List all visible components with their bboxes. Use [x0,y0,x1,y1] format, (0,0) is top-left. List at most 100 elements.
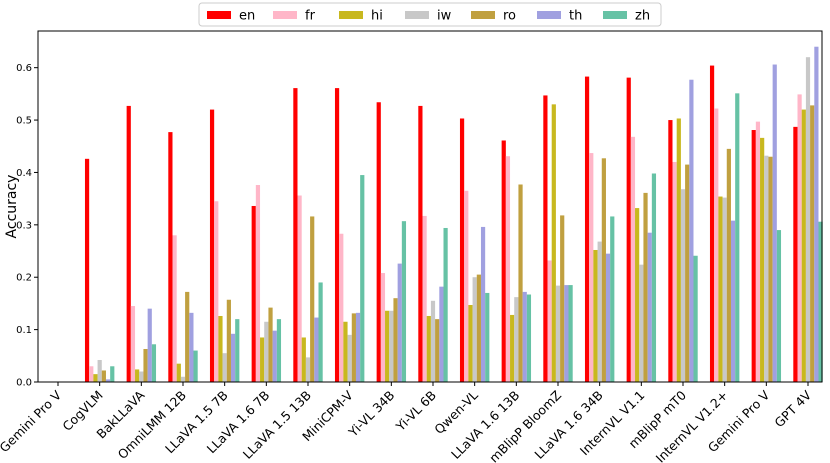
bar-en [168,132,173,382]
bar-th [522,291,527,382]
bar-iw [722,197,727,382]
bar-zh [443,227,448,382]
x-tick-label: GPT 4V [771,387,814,430]
legend-label-th: th [569,9,582,24]
bar-zh [485,292,490,382]
bar-hi [801,109,806,382]
bar-fr [714,108,719,382]
y-axis: 0.0 0.1 0.2 0.3 0.4 0.5 0.6 [16,63,38,389]
bar-fr [297,195,302,382]
bar-en [251,205,256,382]
bar-th [439,286,444,382]
legend-label-fr: fr [305,9,316,24]
bar-fr [797,94,802,382]
bar-en [626,77,631,383]
bar-hi [93,374,98,382]
bar-iw [597,241,602,382]
bar-zh [193,350,198,382]
bar-fr [464,190,469,382]
bar-hi [468,304,473,382]
bar-fr [172,235,177,382]
bar-fr [547,260,552,382]
bar-ro [726,148,731,382]
bar-iw [305,357,311,382]
bar-fr [589,153,594,382]
bar-ro [810,105,815,382]
legend-swatch-ro [471,11,495,19]
bar-th [147,308,152,382]
bar-zh [735,93,740,382]
bar-en [376,102,381,382]
bar-ro [101,370,106,382]
legend-swatch-iw [405,11,429,19]
y-tick-label: 0.3 [16,220,32,231]
bar-hi [260,337,265,382]
bar-en [209,109,215,382]
bar-iw [639,264,644,382]
legend-label-hi: hi [371,9,383,24]
bar-zh [526,294,532,382]
bar-zh [568,285,573,382]
bar-hi [510,314,515,382]
bar-ro [185,291,190,382]
bar-fr [505,156,511,382]
bar-ro [518,184,523,382]
bar-zh [401,221,407,382]
bar-hi [218,315,223,382]
bar-ro [226,299,231,382]
bar-en [459,118,465,382]
bar-en [84,158,90,382]
bar-hi [718,196,723,382]
bar-th [397,263,402,382]
y-axis-title: Accuracy [4,175,20,239]
bar-en [584,76,590,383]
bar-hi [760,137,765,382]
bar-iw [805,57,811,382]
bar-zh [151,344,157,382]
bar-hi [301,337,306,382]
legend-label-en: en [239,9,255,24]
y-tick-label: 0.1 [16,325,32,336]
legend-label-iw: iw [437,9,452,24]
x-tick-label: Gemini Pro V [0,387,64,455]
bar-th [272,330,277,382]
bar-iw [680,189,686,382]
bar-zh [235,319,240,382]
bar-iw [430,300,436,382]
x-tick-label: mBlipP BloomZ [486,388,564,463]
bar-hi [135,369,140,382]
y-tick-label: 0.4 [16,168,32,179]
bar-th [564,285,569,382]
legend-frame [198,2,662,27]
bar-fr [672,161,677,382]
bar-iw [555,285,561,382]
legend: en fr hi iw ro th zh [198,2,662,27]
bar-th [814,46,819,382]
bar-ro [268,307,273,382]
bar-ro [476,274,481,382]
bar-ro [393,298,398,382]
bar-iw [472,277,477,382]
bar-en [418,105,423,383]
bar-hi [176,363,181,382]
bar-ro [310,216,315,382]
bar-th [105,379,111,382]
bar-zh [360,175,365,382]
bar-th [605,253,611,382]
bar-fr [630,136,636,382]
bar-fr [380,273,386,382]
bar-en [543,95,548,382]
bar-iw [347,334,352,382]
bar-zh [610,216,615,382]
bar-hi [551,104,556,382]
bar-fr [130,306,136,382]
bar-zh [651,173,657,382]
bar-en [334,88,340,383]
legend-swatch-hi [339,11,363,19]
bars [84,46,823,383]
legend-swatch-en [207,11,231,19]
bar-zh [818,221,823,382]
bar-iw [514,297,519,382]
